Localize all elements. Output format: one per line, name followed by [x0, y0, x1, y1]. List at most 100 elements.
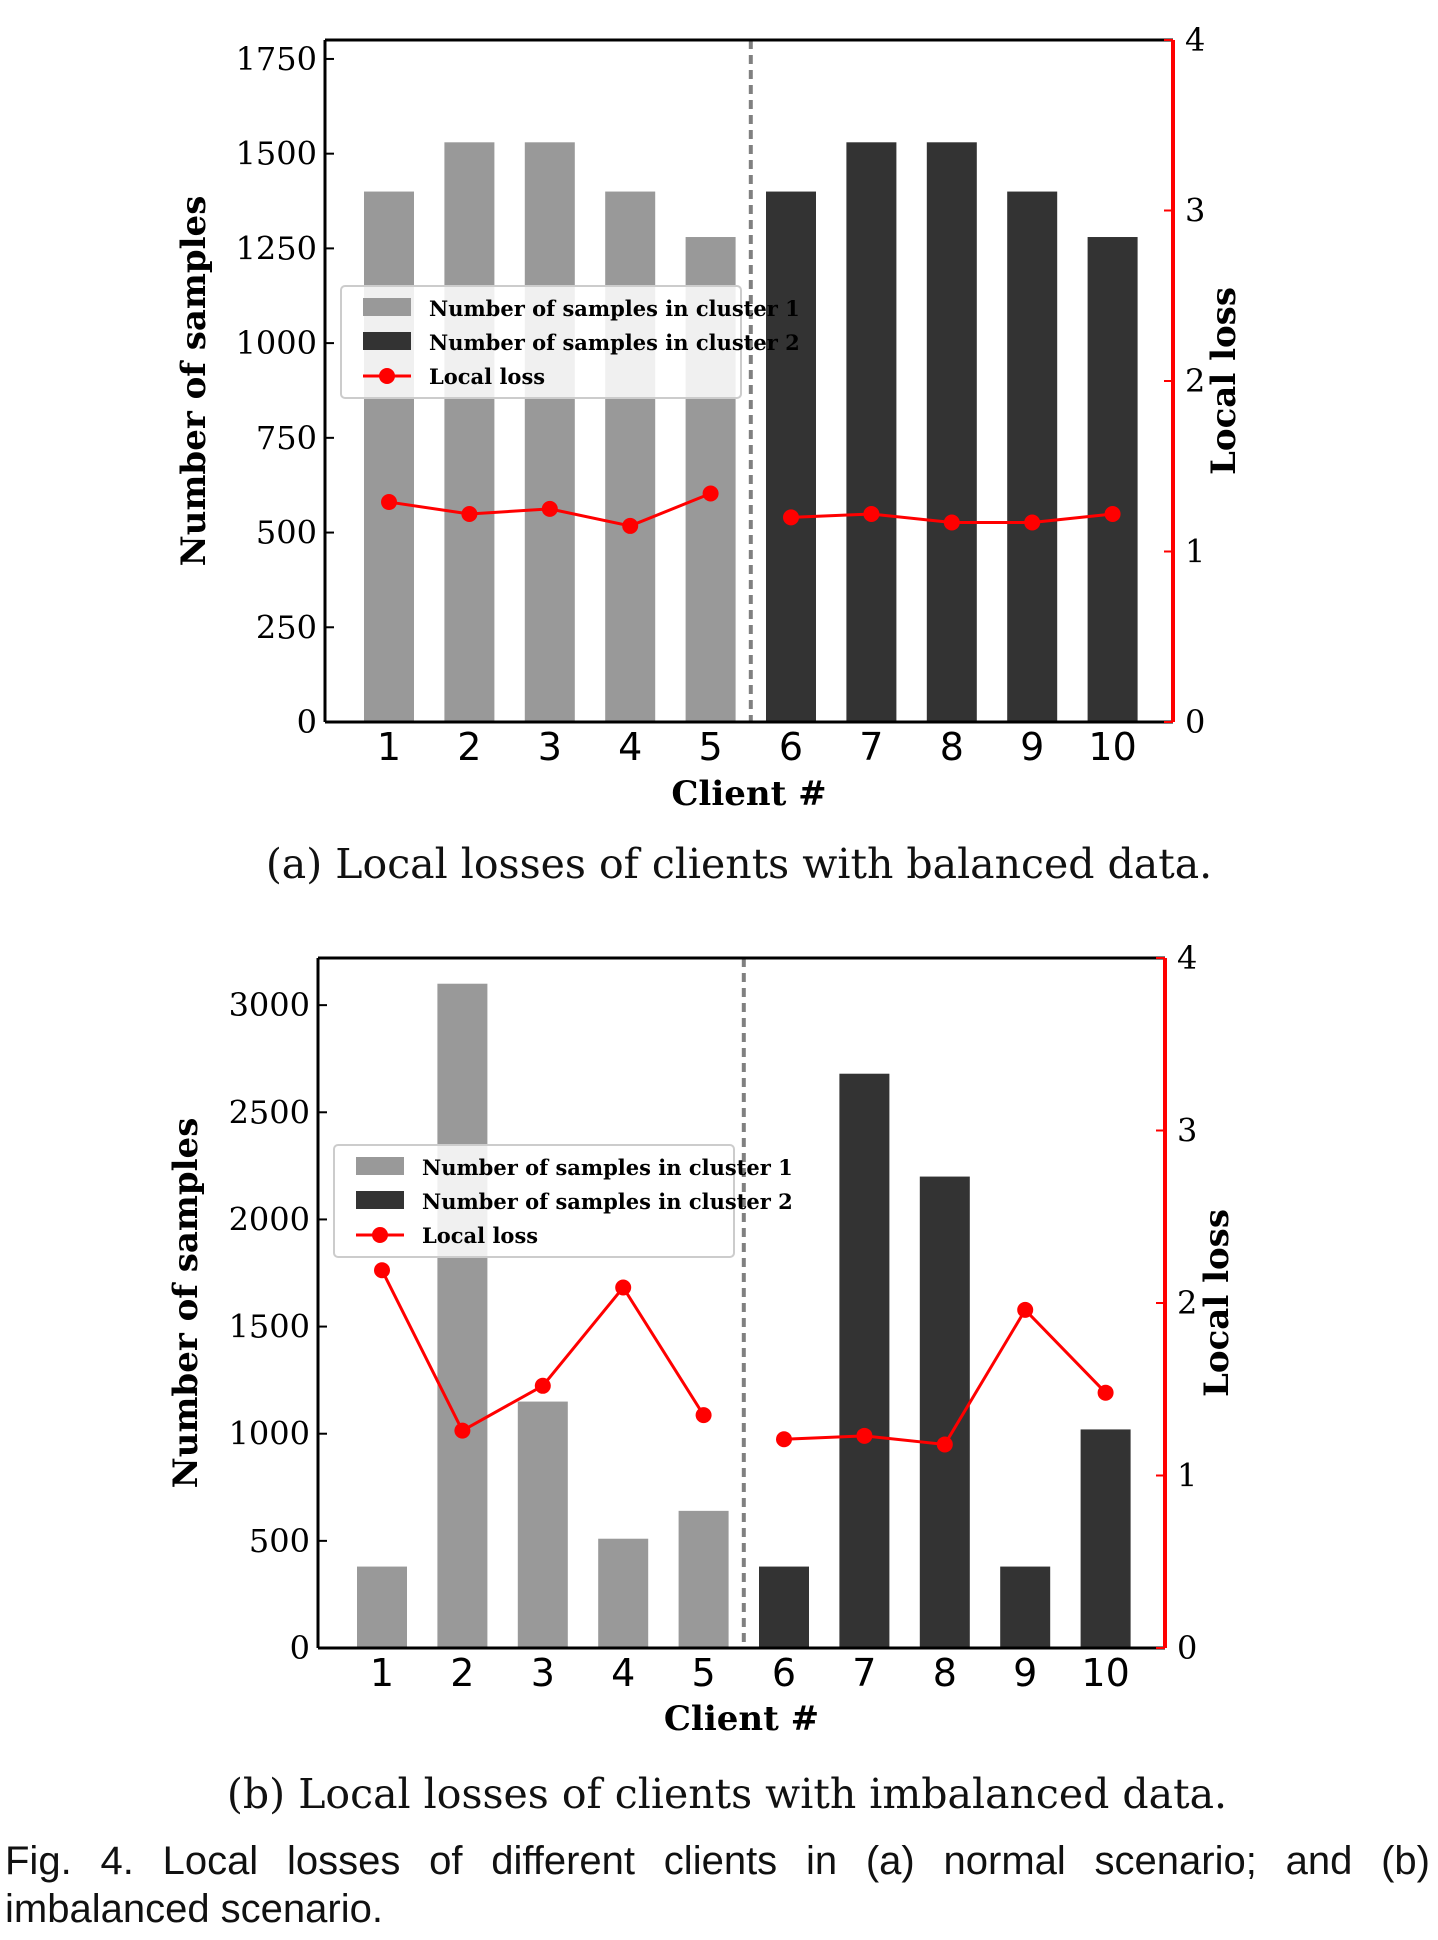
chart-a: 0 250 500 750 1000 1250 1500 1750 0 1 2 3 4 1 2 3 4 5 6 7 8 9…: [174, 21, 1244, 814]
y-tick-label-1000: 1000: [236, 324, 317, 362]
bar-cluster2-client-7: [839, 1073, 890, 1648]
legend-label-3: Local loss: [422, 1223, 538, 1248]
figure-caption: Fig. 4. Local losses of different client…: [5, 1839, 1430, 1931]
loss-point-client-3: [541, 500, 558, 517]
x-tick-label-2: 2: [457, 725, 481, 769]
loss-point-client-9: [1024, 514, 1041, 531]
loss-point-client-10: [1097, 1384, 1114, 1401]
bar-cluster2-client-9: [1000, 1566, 1051, 1648]
y2-tick-label-2: 2: [1185, 362, 1205, 400]
x-tick-label-6: 6: [772, 1651, 796, 1695]
x-axis-title: Client #: [671, 774, 826, 814]
y-tick-label-2000: 2000: [229, 1200, 310, 1238]
subcaption-a: (a) Local losses of clients with balance…: [265, 840, 1213, 888]
bar-cluster2-client-9: [1007, 191, 1058, 723]
y2-tick-label-3: 3: [1185, 192, 1205, 230]
x-tick-label-9: 9: [1020, 725, 1044, 769]
x-tick-label-1: 1: [377, 725, 401, 769]
legend-swatch-loss-marker: [372, 1227, 388, 1243]
bar-cluster1-client-2: [444, 142, 495, 723]
x-tick-label-7: 7: [859, 725, 883, 769]
legend-box: [340, 285, 742, 399]
bar-cluster2-client-10: [1080, 1429, 1131, 1648]
loss-point-client-10: [1104, 505, 1121, 522]
x-axis-title: Client #: [664, 1699, 819, 1739]
loss-point-client-8: [936, 1436, 953, 1453]
legend-label-1: Number of samples in cluster 1: [429, 296, 800, 321]
bar-cluster1-client-4: [598, 1538, 649, 1648]
x-tick-label-10: 10: [1081, 1651, 1129, 1695]
x-tick-label-3: 3: [531, 1651, 555, 1695]
bar-cluster1-client-5: [678, 1510, 729, 1648]
legend-box: [333, 1144, 735, 1258]
bar-cluster2-client-8: [919, 1176, 970, 1648]
x-tick-label-5: 5: [699, 725, 723, 769]
y2-axis-title: Local loss: [1204, 287, 1244, 475]
legend-label-3: Local loss: [429, 364, 545, 389]
loss-point-client-8: [943, 514, 960, 531]
bar-cluster1-client-1: [357, 1566, 407, 1648]
legend-swatch-cluster1: [363, 298, 411, 316]
y2-tick-label-2: 2: [1177, 1284, 1197, 1322]
y2-tick-label-1: 1: [1177, 1457, 1197, 1495]
bar-cluster2-client-7: [846, 142, 897, 723]
y-tick-label-500: 500: [256, 514, 317, 552]
y-tick-label-1500: 1500: [236, 135, 317, 173]
y2-tick-label-4: 4: [1185, 21, 1205, 59]
x-tick-label-8: 8: [933, 1651, 957, 1695]
y-tick-label-1000: 1000: [229, 1415, 310, 1453]
x-tick-label-4: 4: [611, 1651, 635, 1695]
chart-b: 0 500 1000 1500 2000 2500 3000 0 1 2 3 4 1 2 3 4 5 6 7 8 9 10…: [166, 939, 1237, 1739]
legend-swatch-cluster1: [356, 1157, 404, 1175]
loss-point-client-7: [856, 1427, 873, 1444]
y-axis-title: Number of samples: [166, 1118, 206, 1489]
legend-swatch-loss-marker: [379, 368, 395, 384]
bar-cluster2-client-6: [759, 1566, 809, 1648]
x-tick-label-8: 8: [940, 725, 964, 769]
loss-point-client-4: [615, 1279, 632, 1296]
subcaption-b: (b) Local losses of clients with imbalan…: [226, 1770, 1228, 1818]
bar-cluster1-client-4: [605, 191, 656, 723]
x-tick-label-2: 2: [450, 1651, 474, 1695]
loss-point-client-5: [695, 1407, 712, 1424]
y-tick-label-1750: 1750: [236, 40, 317, 78]
y-tick-label-1500: 1500: [229, 1308, 310, 1346]
legend-label-1: Number of samples in cluster 1: [422, 1155, 793, 1180]
x-tick-label-5: 5: [692, 1651, 716, 1695]
loss-point-client-9: [1017, 1301, 1034, 1318]
loss-point-client-1: [374, 1262, 390, 1279]
bar-cluster1-client-3: [524, 142, 575, 723]
loss-point-client-1: [381, 494, 397, 511]
x-tick-label-9: 9: [1013, 1651, 1037, 1695]
x-tick-label-10: 10: [1088, 725, 1136, 769]
legend-label-2: Number of samples in cluster 2: [422, 1189, 793, 1214]
y2-tick-label-1: 1: [1185, 533, 1205, 571]
bar-cluster1-client-3: [517, 1401, 568, 1648]
y-tick-label-250: 250: [256, 608, 317, 646]
y2-tick-label-4: 4: [1177, 939, 1197, 977]
x-tick-label-6: 6: [779, 725, 803, 769]
y2-axis-title: Local loss: [1197, 1209, 1237, 1397]
loss-point-client-6: [783, 509, 799, 526]
legend: Number of samples in cluster 1 Number of …: [333, 1144, 793, 1258]
bar-cluster2-client-6: [766, 191, 816, 723]
x-tick-label-1: 1: [370, 1651, 394, 1695]
y-tick-label-3000: 3000: [229, 986, 310, 1024]
bar-cluster1-client-2: [437, 983, 488, 1648]
y-tick-label-500: 500: [249, 1522, 310, 1560]
y-tick-label-0: 0: [297, 703, 317, 741]
legend: Number of samples in cluster 1 Number of …: [340, 285, 800, 399]
y2-tick-label-0: 0: [1185, 703, 1205, 741]
y2-tick-label-3: 3: [1177, 1112, 1197, 1150]
x-tick-label-7: 7: [852, 1651, 876, 1695]
y2-tick-label-0: 0: [1177, 1629, 1197, 1667]
legend-swatch-cluster2: [363, 332, 411, 350]
y-tick-label-2500: 2500: [229, 1093, 310, 1131]
legend-label-2: Number of samples in cluster 2: [429, 330, 800, 355]
x-tick-label-3: 3: [538, 725, 562, 769]
loss-point-client-3: [534, 1377, 551, 1394]
y-tick-label-750: 750: [256, 419, 317, 457]
x-tick-label-4: 4: [618, 725, 642, 769]
loss-point-client-4: [622, 517, 639, 534]
